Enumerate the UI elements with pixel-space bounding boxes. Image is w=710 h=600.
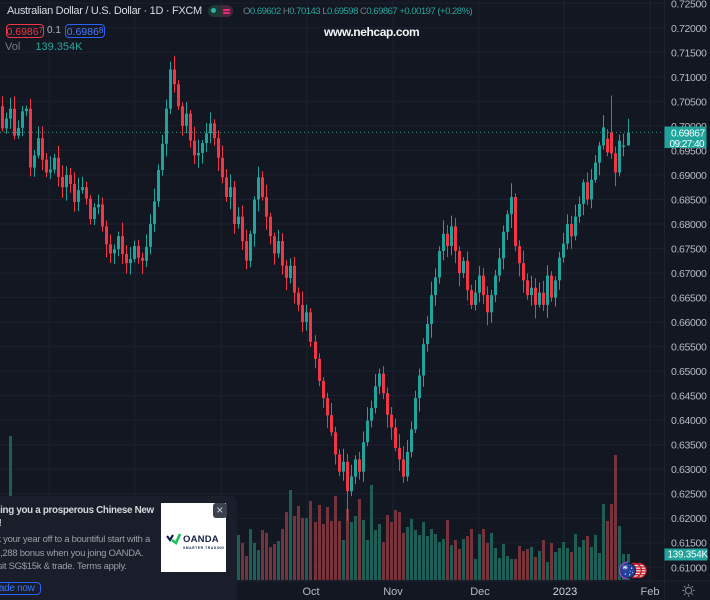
svg-text:0.67500: 0.67500 <box>671 244 707 256</box>
svg-text:0.63500: 0.63500 <box>671 440 707 452</box>
svg-text:0.65000: 0.65000 <box>671 366 707 378</box>
svg-text:0.72500: 0.72500 <box>671 0 707 10</box>
svg-text:Nov: Nov <box>383 586 403 598</box>
svg-text:0.66500: 0.66500 <box>671 293 707 305</box>
svg-text:0.71000: 0.71000 <box>671 72 707 84</box>
svg-text:Feb: Feb <box>641 586 660 598</box>
svg-text:0.68500: 0.68500 <box>671 195 707 207</box>
svg-text:0.69867: 0.69867 <box>671 128 705 139</box>
svg-text:0.65500: 0.65500 <box>671 342 707 354</box>
svg-text:0.61500: 0.61500 <box>671 538 707 550</box>
svg-text:09:27:40: 09:27:40 <box>670 139 706 150</box>
svg-text:Oct: Oct <box>302 586 319 598</box>
svg-text:0.70500: 0.70500 <box>671 96 707 108</box>
svg-text:0.62000: 0.62000 <box>671 513 707 525</box>
svg-text:SMARTER TRADING: SMARTER TRADING <box>183 546 224 550</box>
svg-text:0.69000: 0.69000 <box>671 170 707 182</box>
svg-text:0.67000: 0.67000 <box>671 268 707 280</box>
svg-text:Dec: Dec <box>470 586 490 598</box>
svg-text:0.62500: 0.62500 <box>671 489 707 501</box>
svg-text:0.61000: 0.61000 <box>671 562 707 574</box>
svg-text:0.72000: 0.72000 <box>671 23 707 35</box>
svg-text:2023: 2023 <box>553 586 577 598</box>
svg-text:0.63000: 0.63000 <box>671 464 707 476</box>
svg-text:OANDA: OANDA <box>183 534 219 545</box>
svg-text:0.66000: 0.66000 <box>671 317 707 329</box>
svg-text:139.354K: 139.354K <box>668 550 709 561</box>
svg-text:0.69500: 0.69500 <box>671 145 707 157</box>
svg-text:0.68000: 0.68000 <box>671 219 707 231</box>
svg-text:0.71500: 0.71500 <box>671 47 707 59</box>
svg-text:0.64500: 0.64500 <box>671 391 707 403</box>
svg-text:0.64000: 0.64000 <box>671 415 707 427</box>
